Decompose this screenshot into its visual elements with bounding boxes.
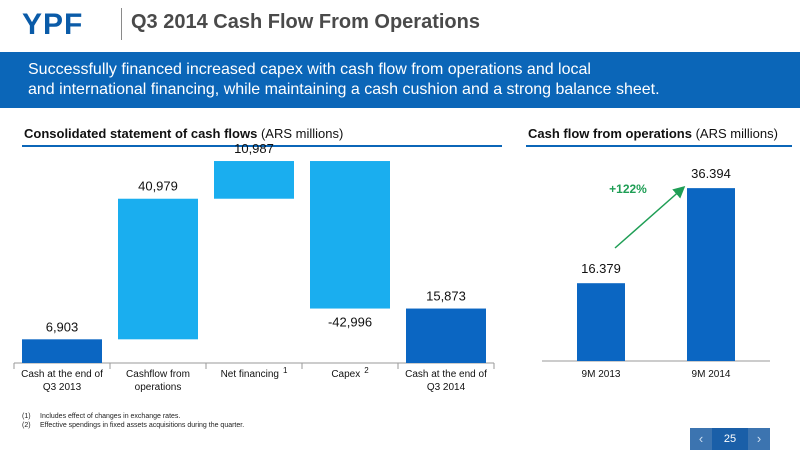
waterfall-bar [118,198,198,340]
waterfall-bar [214,161,294,199]
operations-title-unit: (ARS millions) [695,126,778,141]
waterfall-category-label-line2: Q3 2014 [427,382,466,393]
waterfall-category-label-line2: operations [135,382,182,393]
waterfall-data-label: 6,903 [46,319,79,334]
operations-category-label: 9M 2014 [692,369,731,380]
waterfall-category-label: Cashflow from [126,369,190,380]
summary-banner: Successfully financed increased capex wi… [0,52,800,108]
waterfall-category-label: Cash at the end of [405,369,487,380]
waterfall-bar [22,339,102,363]
logo-text: YPF [22,8,83,40]
footnote-2-text: Effective spendings in fixed assets acqu… [40,422,245,429]
footnote-1-text: Includes effect of changes in exchange r… [40,413,181,420]
next-slide-button[interactable]: › [748,428,770,450]
growth-annotation: +122% [609,182,647,196]
operations-bar [687,188,735,361]
banner-line-1: Successfully financed increased capex wi… [28,61,591,78]
waterfall-chart: 6,903 40,979 10,987 -42,996 15,873 Cash at th… [13,141,495,393]
ypf-logo: YPF [22,8,83,40]
operations-section-title: Cash flow from operations (ARS millions) [528,126,778,141]
growth-arrow [614,186,686,249]
cash-flows-title-bold: Consolidated statement of cash flows [24,126,258,141]
page-title: Q3 2014 Cash Flow From Operations [131,11,480,33]
cash-flows-title-unit: (ARS millions) [260,126,344,141]
operations-category-label: 9M 2013 [582,369,621,380]
operations-bar [577,283,625,361]
operations-bar-chart: 16.379 9M 2013 36.394 9M 2014 +122% [542,166,770,380]
cash-flows-section-rule [22,145,502,147]
operations-section-rule [526,145,792,147]
footnote-1-number: (1) [22,413,31,420]
waterfall-bar [310,161,390,309]
operations-data-label: 36.394 [691,166,731,181]
waterfall-data-label: 40,979 [138,179,178,194]
charts-canvas: 6,903 40,979 10,987 -42,996 15,873 Cash at th… [13,141,770,393]
slide-pager: ‹ 25 › [690,428,770,450]
waterfall-data-label: 10,987 [234,141,274,156]
waterfall-category-label-line2: Q3 2013 [43,382,82,393]
waterfall-category-label: Capex 2 [331,366,369,380]
waterfall-data-label: 15,873 [426,289,466,304]
cash-flows-section-title: Consolidated statement of cash flows (AR… [24,126,343,141]
footnote-2-number: (2) [22,422,31,429]
waterfall-bar [406,308,486,363]
banner-line-2: and international financing, while maint… [28,81,660,98]
waterfall-category-label: Net financing 1 [221,366,288,380]
header-divider [121,8,122,40]
waterfall-data-label: -42,996 [328,315,372,330]
footnote-2: (2) Effective spendings in fixed assets a… [22,422,244,429]
slide-number: 25 [723,433,737,445]
waterfall-category-label: Cash at the end of [21,369,103,380]
previous-slide-button[interactable]: ‹ [690,428,712,450]
operations-data-label: 16.379 [581,261,621,276]
footnote-1: (1) Includes effect of changes in exchang… [22,413,180,420]
operations-title-bold: Cash flow from operations [528,126,692,141]
